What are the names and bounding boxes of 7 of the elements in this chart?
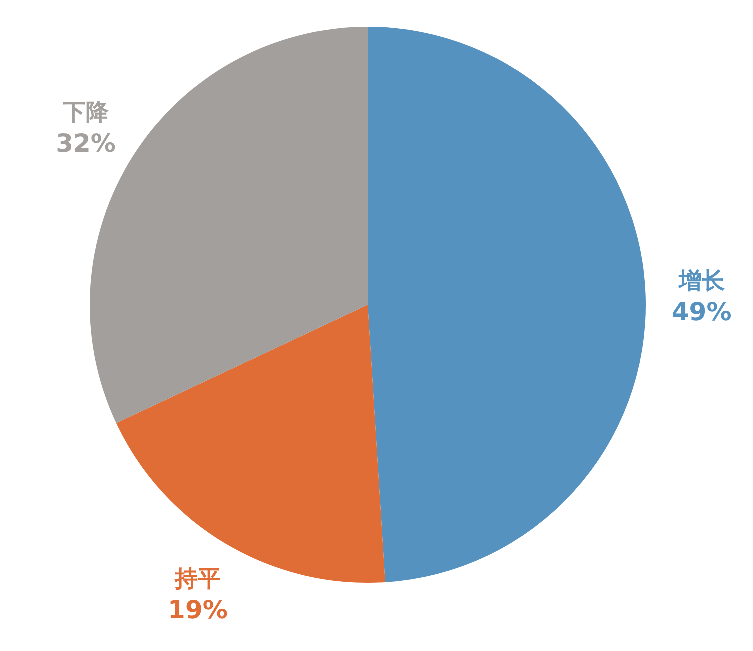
slice-label: 增长	[678, 268, 725, 295]
data-label: 49%	[672, 298, 732, 327]
data-label: 32%	[56, 129, 116, 158]
slice-label: 下降	[62, 100, 110, 126]
data-label: 19%	[168, 595, 228, 624]
slice-label: 持平	[174, 566, 221, 592]
pie-slice	[368, 27, 646, 582]
